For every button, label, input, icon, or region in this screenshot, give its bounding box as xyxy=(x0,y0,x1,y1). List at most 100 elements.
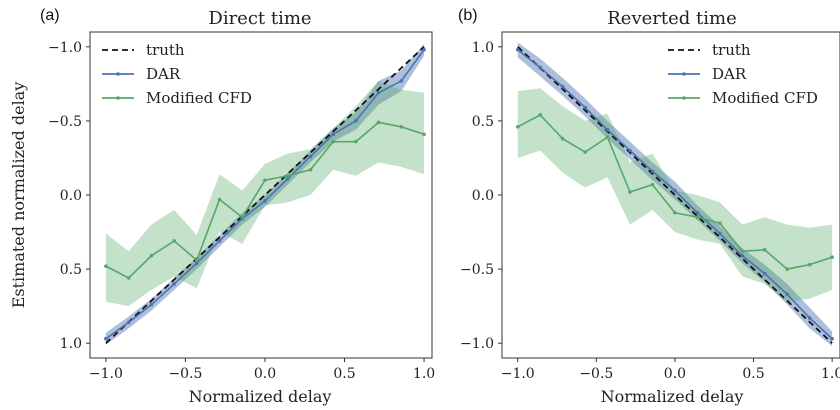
point-modified-cfd-b-11 xyxy=(762,248,767,252)
x-tick-label-a-2: 0.0 xyxy=(254,366,276,382)
point-dar-a-8 xyxy=(285,176,290,181)
point-dar-a-2 xyxy=(149,302,154,307)
band-modified-cfd-b xyxy=(517,88,833,302)
point-dar-b-4 xyxy=(605,128,610,132)
x-tick-label-a-0: −1.0 xyxy=(89,366,123,382)
legend-a: truth DAR Modified CFD xyxy=(102,41,252,107)
point-modified-cfd-a-11 xyxy=(354,139,358,144)
y-tick-label-a-3: 0.5 xyxy=(60,262,82,278)
point-modified-cfd-b-2 xyxy=(560,136,565,141)
y-tick-label-a-2: 0.0 xyxy=(60,188,82,204)
legend-label-modified-cfd-a: Modified CFD xyxy=(146,89,252,107)
point-dar-b-9 xyxy=(718,231,722,236)
legend-marker-modified-cfd-a xyxy=(116,96,120,100)
point-modified-cfd-a-7 xyxy=(263,178,267,182)
point-modified-cfd-a-14 xyxy=(422,132,426,137)
x-tick-label-a-4: 1.0 xyxy=(413,366,435,382)
point-dar-b-3 xyxy=(583,105,587,110)
series-line-truth-b xyxy=(517,46,833,344)
point-modified-cfd-a-0 xyxy=(104,264,108,268)
y-axis-label-a: Estimated normalized delay xyxy=(9,82,28,309)
y-tick-label-a-4: 1.0 xyxy=(60,336,82,352)
point-dar-a-9 xyxy=(308,154,313,159)
point-dar-b-10 xyxy=(740,253,745,258)
chart-title-a: Direct time xyxy=(208,8,311,29)
point-modified-cfd-b-6 xyxy=(650,182,655,187)
point-modified-cfd-a-6 xyxy=(240,215,245,220)
legend-label-dar-b: DAR xyxy=(712,65,747,83)
band-modified-cfd-a xyxy=(105,80,425,307)
point-dar-b-7 xyxy=(673,188,677,193)
point-dar-b-2 xyxy=(560,85,565,89)
legend-label-truth-b: truth xyxy=(712,41,751,59)
legend-marker-dar-a xyxy=(116,72,120,76)
point-dar-a-13 xyxy=(399,79,404,83)
point-dar-a-0 xyxy=(104,336,108,341)
point-modified-cfd-b-7 xyxy=(673,210,677,215)
x-axis-label-b: Normalized delay xyxy=(601,387,744,406)
point-dar-b-11 xyxy=(762,271,767,276)
point-dar-b-13 xyxy=(807,316,812,320)
point-modified-cfd-b-14 xyxy=(830,255,834,260)
y-tick-label-b-2: 0.0 xyxy=(472,188,494,204)
x-tick-label-b-0: −1.0 xyxy=(501,366,535,382)
plot-area-b: −1.0 −0.5 0.0 0.5 1.0 1.0 0.5 0.0 −0.5 −1.0 xyxy=(460,31,840,382)
chart-title-b: Reverted time xyxy=(607,8,736,29)
plot-area-a: −1.0 −0.5 0.0 0.5 1.0 −1.0 −0.5 0.0 0.5 1.0 xyxy=(48,31,435,382)
legend-marker-dar-b xyxy=(682,72,686,76)
point-modified-cfd-b-0 xyxy=(515,125,520,129)
legend-label-truth-a: truth xyxy=(146,41,185,59)
x-tick-label-b-3: 0.5 xyxy=(742,366,764,382)
point-modified-cfd-a-13 xyxy=(399,125,404,129)
point-modified-cfd-a-3 xyxy=(172,239,176,243)
point-dar-b-0 xyxy=(515,47,520,52)
band-dar-a xyxy=(105,43,425,345)
y-tick-label-a-0: −1.0 xyxy=(48,40,82,56)
point-modified-cfd-a-10 xyxy=(331,139,336,144)
y-tick-label-b-4: −1.0 xyxy=(460,336,494,352)
point-dar-a-10 xyxy=(331,132,336,137)
legend-label-modified-cfd-b: Modified CFD xyxy=(712,89,818,107)
point-modified-cfd-b-13 xyxy=(807,262,812,267)
point-modified-cfd-a-1 xyxy=(126,276,131,280)
series-line-truth-a xyxy=(105,46,425,344)
point-dar-b-14 xyxy=(830,336,834,341)
point-dar-a-14 xyxy=(422,47,426,52)
point-modified-cfd-b-3 xyxy=(583,150,587,154)
point-dar-a-11 xyxy=(354,119,358,123)
point-modified-cfd-a-4 xyxy=(194,258,199,263)
point-modified-cfd-b-12 xyxy=(785,267,789,271)
point-dar-b-6 xyxy=(650,169,655,174)
point-modified-cfd-a-9 xyxy=(308,168,313,172)
point-modified-cfd-b-8 xyxy=(695,215,700,220)
point-dar-b-8 xyxy=(695,210,700,215)
legend-marker-modified-cfd-b xyxy=(682,96,686,100)
y-tick-label-b-3: −0.5 xyxy=(460,262,494,278)
point-dar-a-7 xyxy=(263,199,267,203)
point-dar-b-12 xyxy=(785,292,789,297)
x-tick-label-b-1: −0.5 xyxy=(579,366,613,382)
point-modified-cfd-b-1 xyxy=(538,113,543,117)
legend-b: truth DAR Modified CFD xyxy=(668,41,818,107)
panel-label-a: (a) xyxy=(40,7,60,24)
point-modified-cfd-b-4 xyxy=(605,135,610,140)
x-tick-label-b-4: 1.0 xyxy=(821,366,840,382)
y-tick-label-b-0: 1.0 xyxy=(472,40,494,56)
panel-reverted-time: (b) Reverted time Normalized delay −1.0−… xyxy=(458,7,840,406)
point-dar-a-5 xyxy=(217,239,222,243)
point-dar-a-3 xyxy=(172,282,176,286)
x-axis-label-a: Normalized delay xyxy=(189,387,332,406)
point-modified-cfd-b-9 xyxy=(718,221,722,225)
point-dar-b-1 xyxy=(538,65,543,70)
point-modified-cfd-a-5 xyxy=(217,197,222,202)
legend-label-dar-a: DAR xyxy=(146,65,181,83)
point-dar-a-4 xyxy=(194,261,199,265)
x-tick-label-a-1: −0.5 xyxy=(168,366,202,382)
point-dar-a-1 xyxy=(126,320,131,325)
panel-direct-time: (a) Direct time Normalized delay Estimat… xyxy=(9,7,435,406)
y-tick-label-b-1: 0.5 xyxy=(472,114,494,130)
point-modified-cfd-a-12 xyxy=(376,120,381,125)
point-modified-cfd-b-10 xyxy=(740,249,745,254)
point-modified-cfd-a-8 xyxy=(285,173,290,178)
